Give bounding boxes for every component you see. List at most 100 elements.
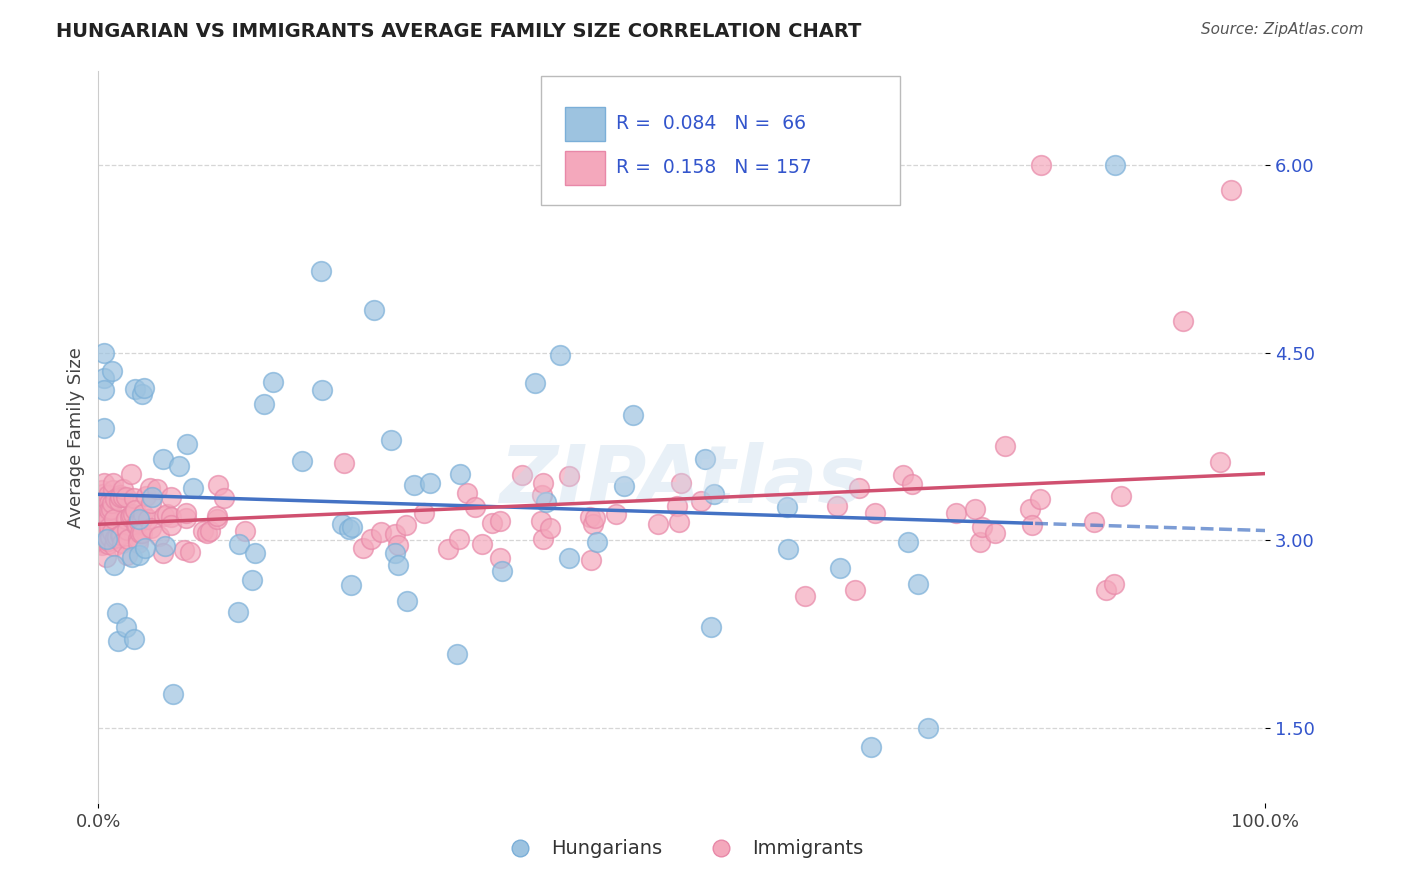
Point (131, 525, 153, 540)
Point (447, 532, 470, 546)
Point (776, 542, 799, 557)
Point (107, 633, 129, 648)
Point (96, 533, 118, 547)
Point (90, 510, 112, 524)
Point (93, 497, 115, 511)
Point (1219, 183, 1241, 197)
Point (827, 499, 849, 513)
Point (108, 528, 131, 542)
Point (523, 376, 546, 391)
Point (557, 551, 579, 566)
Point (104, 491, 127, 506)
Text: ZIPAtlas: ZIPAtlas (499, 442, 865, 520)
Point (291, 454, 314, 468)
Point (93, 383, 115, 397)
Point (93, 475, 115, 490)
Point (860, 739, 883, 754)
Point (111, 536, 134, 550)
Point (174, 510, 197, 524)
Point (510, 468, 533, 483)
Point (585, 534, 607, 549)
Point (101, 483, 124, 497)
Point (152, 452, 174, 467)
Point (994, 439, 1017, 453)
Point (352, 541, 374, 555)
Point (776, 500, 799, 514)
Point (132, 381, 155, 395)
Point (173, 543, 195, 558)
Point (162, 687, 184, 701)
Point (90, 534, 112, 549)
Point (117, 523, 139, 537)
Point (128, 548, 150, 562)
Point (491, 564, 513, 578)
Point (97, 533, 120, 548)
Point (233, 524, 256, 538)
Point (125, 517, 148, 532)
Point (1104, 158, 1126, 172)
Point (93, 517, 115, 532)
Point (129, 525, 152, 540)
Point (117, 533, 139, 547)
Point (98, 502, 121, 516)
Point (945, 506, 967, 520)
Point (90, 510, 112, 524)
Point (983, 525, 1005, 540)
Point (550, 348, 572, 362)
Text: HUNGARIAN VS IMMIGRANTS AVERAGE FAMILY SIZE CORRELATION CHART: HUNGARIAN VS IMMIGRANTS AVERAGE FAMILY S… (56, 22, 862, 41)
Point (90, 516, 112, 530)
Point (122, 507, 145, 521)
Point (309, 264, 332, 278)
Point (122, 632, 145, 647)
Point (828, 561, 851, 575)
Point (380, 433, 402, 447)
Point (198, 524, 221, 538)
Point (96, 525, 118, 540)
Point (103, 558, 125, 573)
Point (134, 541, 156, 556)
Point (97, 496, 120, 510)
Point (863, 506, 886, 520)
Point (101, 524, 124, 539)
Point (583, 510, 606, 524)
Point (456, 486, 478, 500)
Point (207, 509, 229, 524)
Point (115, 511, 138, 525)
Point (412, 506, 434, 520)
Point (449, 467, 471, 481)
Point (703, 487, 725, 501)
Point (262, 375, 284, 389)
Point (907, 577, 929, 591)
Point (1083, 516, 1105, 530)
Point (97, 512, 120, 526)
Point (844, 583, 866, 598)
Point (91, 487, 114, 501)
Text: R =  0.084   N =  66: R = 0.084 N = 66 (616, 114, 806, 134)
Point (93, 345, 115, 359)
Point (848, 481, 870, 495)
Point (243, 546, 266, 560)
Point (159, 490, 181, 504)
Point (91, 516, 114, 531)
Point (105, 606, 128, 620)
Point (666, 499, 689, 513)
Point (101, 364, 124, 378)
Point (337, 522, 360, 536)
Point (963, 501, 986, 516)
Point (94, 518, 117, 533)
Point (1031, 158, 1053, 172)
Point (107, 493, 129, 508)
Point (131, 513, 153, 527)
Point (120, 510, 142, 524)
Point (94, 549, 117, 564)
Point (183, 481, 205, 495)
Point (419, 476, 441, 491)
Point (110, 528, 132, 542)
Point (605, 507, 627, 521)
Point (139, 481, 162, 495)
Point (972, 520, 994, 534)
Point (124, 502, 146, 516)
Point (901, 476, 924, 491)
Point (98, 530, 121, 544)
Point (699, 619, 721, 633)
